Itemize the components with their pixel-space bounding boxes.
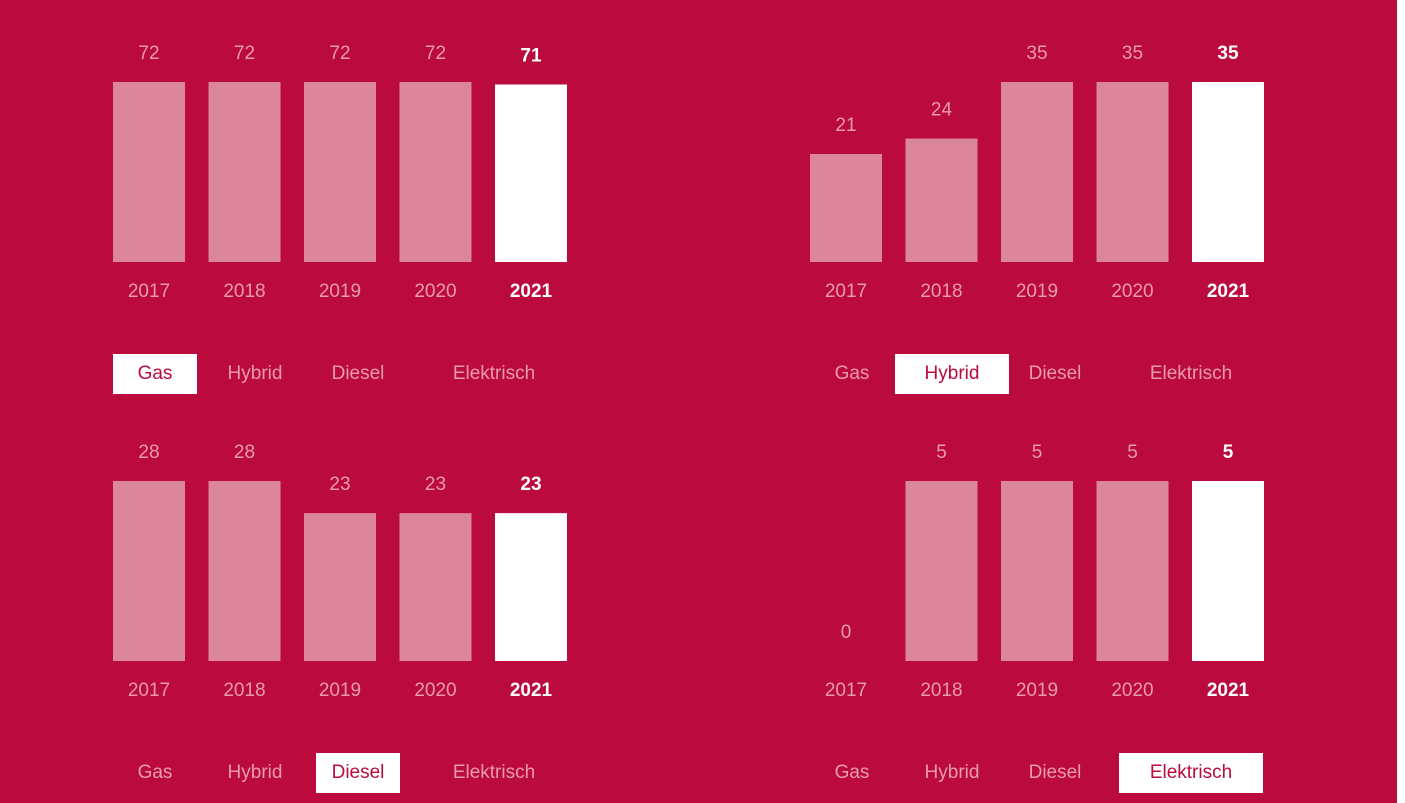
x-tick-label: 2021: [1207, 281, 1250, 302]
tab[interactable]: Elektrisch: [453, 363, 535, 384]
bar: [905, 138, 978, 262]
value-label: 24: [931, 100, 953, 121]
tab[interactable]: Diesel: [332, 363, 385, 384]
tab[interactable]: Diesel: [332, 762, 385, 783]
x-tick-label: 2018: [920, 281, 962, 302]
x-tick-label: 2020: [1111, 281, 1153, 302]
tab[interactable]: Hybrid: [925, 363, 980, 384]
x-tick-label: 2021: [510, 680, 553, 701]
bar: [1192, 481, 1264, 661]
value-label: 35: [1217, 43, 1239, 64]
x-tick-label: 2018: [920, 680, 962, 701]
tab-active-bg[interactable]: [895, 354, 1009, 394]
tab[interactable]: Elektrisch: [453, 762, 535, 783]
value-label: 72: [234, 43, 255, 64]
bar: [1096, 82, 1169, 262]
value-label: 23: [329, 474, 350, 495]
tab[interactable]: Gas: [835, 762, 870, 783]
tab[interactable]: Hybrid: [925, 762, 980, 783]
x-tick-label: 2017: [128, 680, 170, 701]
bar: [495, 513, 567, 661]
tab[interactable]: Hybrid: [228, 363, 283, 384]
value-label: 71: [520, 46, 542, 67]
x-tick-label: 2019: [319, 281, 361, 302]
tab[interactable]: Gas: [835, 363, 870, 384]
bar: [304, 82, 376, 262]
tab[interactable]: Gas: [138, 363, 173, 384]
value-label: 5: [1223, 442, 1234, 463]
x-tick-label: 2020: [414, 680, 456, 701]
tab[interactable]: Diesel: [1029, 762, 1082, 783]
tab[interactable]: Diesel: [1029, 363, 1082, 384]
tab-active-bg[interactable]: [1119, 753, 1263, 793]
bar: [1096, 481, 1169, 661]
x-tick-label: 2020: [1111, 680, 1153, 701]
tab-active-bg[interactable]: [113, 354, 197, 394]
value-label: 21: [835, 115, 856, 136]
value-label: 23: [425, 474, 446, 495]
bar: [399, 82, 472, 262]
x-tick-label: 2021: [510, 281, 553, 302]
bar: [304, 513, 376, 661]
bar: [495, 84, 567, 262]
tab[interactable]: Gas: [138, 762, 173, 783]
bar: [208, 481, 281, 661]
x-tick-label: 2018: [223, 680, 265, 701]
tab[interactable]: Elektrisch: [1150, 762, 1232, 783]
value-label: 5: [1032, 442, 1043, 463]
value-label: 28: [234, 442, 255, 463]
bar: [810, 154, 882, 262]
bar: [905, 481, 978, 661]
x-tick-label: 2017: [825, 281, 867, 302]
tab[interactable]: Hybrid: [228, 762, 283, 783]
bar: [1192, 82, 1264, 262]
x-tick-label: 2020: [414, 281, 456, 302]
value-label: 5: [1127, 442, 1138, 463]
bar: [1001, 82, 1073, 262]
bar: [113, 481, 185, 661]
bar: [1001, 481, 1073, 661]
tab-active-bg[interactable]: [316, 753, 400, 793]
value-label: 72: [329, 43, 350, 64]
value-label: 0: [841, 622, 852, 643]
bar: [113, 82, 185, 262]
x-tick-label: 2019: [1016, 281, 1058, 302]
tab[interactable]: Elektrisch: [1150, 363, 1232, 384]
bar: [399, 513, 472, 661]
x-tick-label: 2017: [825, 680, 867, 701]
value-label: 28: [138, 442, 159, 463]
bar: [208, 82, 281, 262]
x-tick-label: 2019: [319, 680, 361, 701]
value-label: 72: [425, 43, 446, 64]
value-label: 35: [1026, 43, 1047, 64]
x-tick-label: 2018: [223, 281, 265, 302]
value-label: 23: [520, 474, 541, 495]
x-tick-label: 2019: [1016, 680, 1058, 701]
value-label: 72: [138, 43, 159, 64]
x-tick-label: 2017: [128, 281, 170, 302]
value-label: 35: [1122, 43, 1143, 64]
value-label: 5: [936, 442, 947, 463]
x-tick-label: 2021: [1207, 680, 1250, 701]
